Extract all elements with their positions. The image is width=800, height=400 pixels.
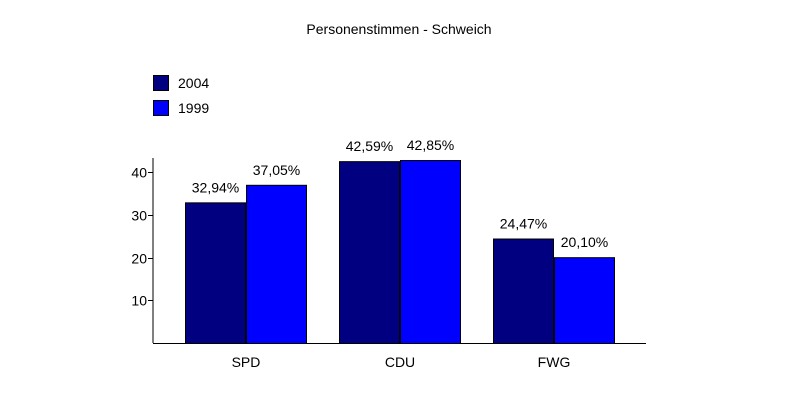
legend: 2004 1999 <box>153 75 209 116</box>
data-label: 37,05% <box>253 162 300 178</box>
data-label: 42,59% <box>346 138 393 154</box>
bar-2004-spd <box>185 202 246 344</box>
legend-label: 2004 <box>178 75 209 91</box>
bars: 32,94% 37,05% SPD 42,59% 42,85% CDU 24,47% 20,1… <box>185 137 615 370</box>
y-tick-label: 10 <box>131 293 147 309</box>
y-tick-label: 40 <box>131 165 147 181</box>
legend-label: 1999 <box>178 100 209 116</box>
data-label: 24,47% <box>500 216 547 232</box>
x-tick-label: FWG <box>538 354 571 370</box>
data-label: 20,10% <box>561 234 608 250</box>
bar-1999-spd <box>246 184 307 344</box>
legend-swatch-1999 <box>153 100 169 116</box>
chart-title: Personenstimmen - Schweich <box>306 21 491 37</box>
bar-2004-fwg <box>493 238 554 345</box>
data-label: 42,85% <box>407 137 454 153</box>
data-label: 32,94% <box>192 179 239 195</box>
x-tick-label: CDU <box>385 354 415 370</box>
bar-2004-cdu <box>339 161 400 344</box>
legend-swatch-2004 <box>153 75 169 91</box>
bar-1999-cdu <box>400 160 461 344</box>
x-tick-label: SPD <box>232 354 261 370</box>
y-tick-label: 20 <box>131 251 147 267</box>
bar-1999-fwg <box>554 257 615 345</box>
y-tick-label: 30 <box>131 208 147 224</box>
